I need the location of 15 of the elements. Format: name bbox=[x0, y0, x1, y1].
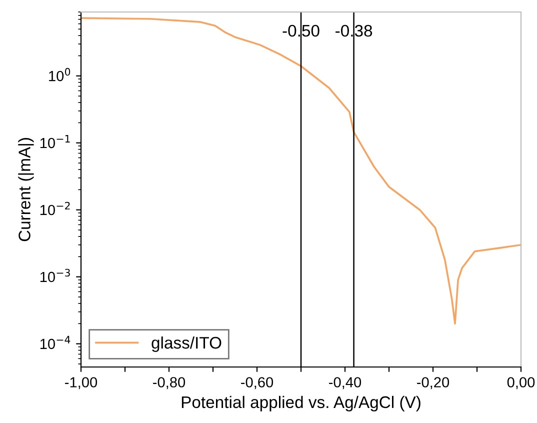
y-axis-title: Current (|mA|) bbox=[18, 138, 34, 242]
y-tick-label: 10$^{−4}$ bbox=[40, 336, 70, 350]
x-tick-label: -0,20 bbox=[417, 377, 450, 390]
x-tick-label: -0,80 bbox=[153, 377, 186, 390]
x-tick-label: -0,40 bbox=[329, 377, 362, 390]
legend-label: glass/ITO bbox=[152, 336, 222, 352]
x-tick-label: -0,60 bbox=[241, 377, 274, 390]
y-tick-label: 10$^{−3}$ bbox=[40, 268, 70, 282]
x-axis-title: Potential applied vs. Ag/AgCl (V) bbox=[182, 396, 420, 412]
y-tick-label: 10$^{−2}$ bbox=[40, 202, 70, 216]
x-tick-label: 0,00 bbox=[507, 377, 535, 390]
line-series bbox=[81, 17, 521, 325]
x-tick-label: -1,00 bbox=[65, 377, 98, 390]
y-tick-label: 10$^{0}$ bbox=[49, 68, 70, 82]
y-tick-label: 10$^{−1}$ bbox=[40, 135, 70, 148]
